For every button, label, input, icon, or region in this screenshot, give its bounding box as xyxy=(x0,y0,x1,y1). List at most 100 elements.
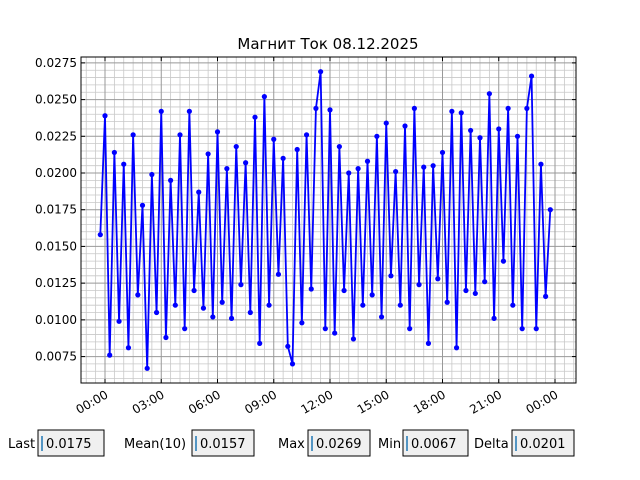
point xyxy=(182,326,188,332)
point xyxy=(453,345,460,351)
stat-box xyxy=(191,429,255,457)
point xyxy=(435,276,441,282)
stat-box xyxy=(307,429,371,457)
x-tick-label: 21:00 xyxy=(467,387,504,416)
point xyxy=(271,136,277,142)
x-tick-label: 18:00 xyxy=(411,387,448,416)
point xyxy=(355,166,361,172)
point xyxy=(130,132,136,138)
point xyxy=(135,292,141,298)
series-line xyxy=(99,71,552,369)
point xyxy=(463,287,469,294)
point xyxy=(486,91,492,97)
point xyxy=(341,287,347,294)
point xyxy=(360,302,366,308)
point xyxy=(102,113,108,119)
stat-box xyxy=(511,429,575,457)
point xyxy=(172,302,178,308)
stat-label: Last xyxy=(8,437,35,452)
stat-value: 0.0269 xyxy=(316,437,362,452)
point xyxy=(261,94,267,100)
point xyxy=(491,315,497,321)
point xyxy=(125,345,132,351)
point xyxy=(425,340,432,346)
point xyxy=(285,343,291,349)
point xyxy=(402,123,408,129)
point xyxy=(219,299,225,305)
point xyxy=(397,302,403,308)
point xyxy=(97,232,103,238)
y-tick-label: 0.0075 xyxy=(35,350,77,364)
point xyxy=(139,202,146,208)
point xyxy=(388,273,394,279)
x-tick-label: 06:00 xyxy=(186,387,223,416)
point xyxy=(383,120,389,126)
stat-value: 0.0157 xyxy=(200,437,246,452)
point xyxy=(247,309,253,316)
point xyxy=(196,189,202,195)
point xyxy=(153,309,160,316)
point xyxy=(543,293,549,299)
point xyxy=(496,126,502,132)
point xyxy=(369,292,375,298)
point xyxy=(547,207,553,213)
stat-label: Max xyxy=(278,437,305,452)
x-tick-label: 00:00 xyxy=(524,387,561,416)
point xyxy=(121,161,127,167)
point xyxy=(477,135,483,141)
y-tick-label: 0.0225 xyxy=(35,129,77,143)
point xyxy=(210,314,216,320)
stat-label: Delta xyxy=(474,437,509,452)
point xyxy=(163,334,169,341)
point xyxy=(421,164,427,170)
point xyxy=(191,287,197,294)
point xyxy=(374,133,380,139)
point xyxy=(149,171,155,178)
point xyxy=(308,286,314,292)
point xyxy=(533,326,539,332)
point xyxy=(289,361,296,367)
stat-box xyxy=(37,429,105,457)
plot-frame xyxy=(80,56,577,384)
point xyxy=(144,365,150,371)
point xyxy=(200,305,207,311)
point xyxy=(294,146,300,153)
point xyxy=(266,302,272,308)
chart-title: Магнит Ток 08.12.2025 xyxy=(237,35,418,53)
point xyxy=(318,69,324,75)
point xyxy=(524,105,530,111)
point xyxy=(299,320,305,326)
point xyxy=(186,108,192,114)
point xyxy=(500,258,507,264)
point xyxy=(332,330,338,336)
point xyxy=(364,158,371,164)
point xyxy=(205,151,211,157)
stat-label: Mean(10) xyxy=(124,437,186,452)
point xyxy=(177,132,183,138)
point xyxy=(510,302,516,308)
point xyxy=(519,326,525,332)
point xyxy=(257,340,263,346)
point xyxy=(111,149,117,156)
x-tick-label: 09:00 xyxy=(242,387,279,416)
point xyxy=(439,149,446,156)
stat-label: Min xyxy=(378,437,401,452)
point xyxy=(482,279,488,285)
point xyxy=(449,108,455,114)
x-tick-label: 12:00 xyxy=(299,387,336,416)
point xyxy=(228,315,235,321)
point xyxy=(468,127,474,134)
y-tick-label: 0.0275 xyxy=(35,56,77,70)
stat-value: 0.0067 xyxy=(411,437,457,452)
point xyxy=(528,73,535,79)
point xyxy=(322,326,328,332)
point xyxy=(116,318,122,324)
stat-value: 0.0175 xyxy=(46,437,92,452)
x-tick-label: 03:00 xyxy=(130,387,167,416)
point xyxy=(107,352,113,358)
point xyxy=(233,143,239,150)
y-tick-label: 0.0125 xyxy=(35,276,77,290)
stat-value: 0.0201 xyxy=(520,437,566,452)
point xyxy=(327,107,333,113)
